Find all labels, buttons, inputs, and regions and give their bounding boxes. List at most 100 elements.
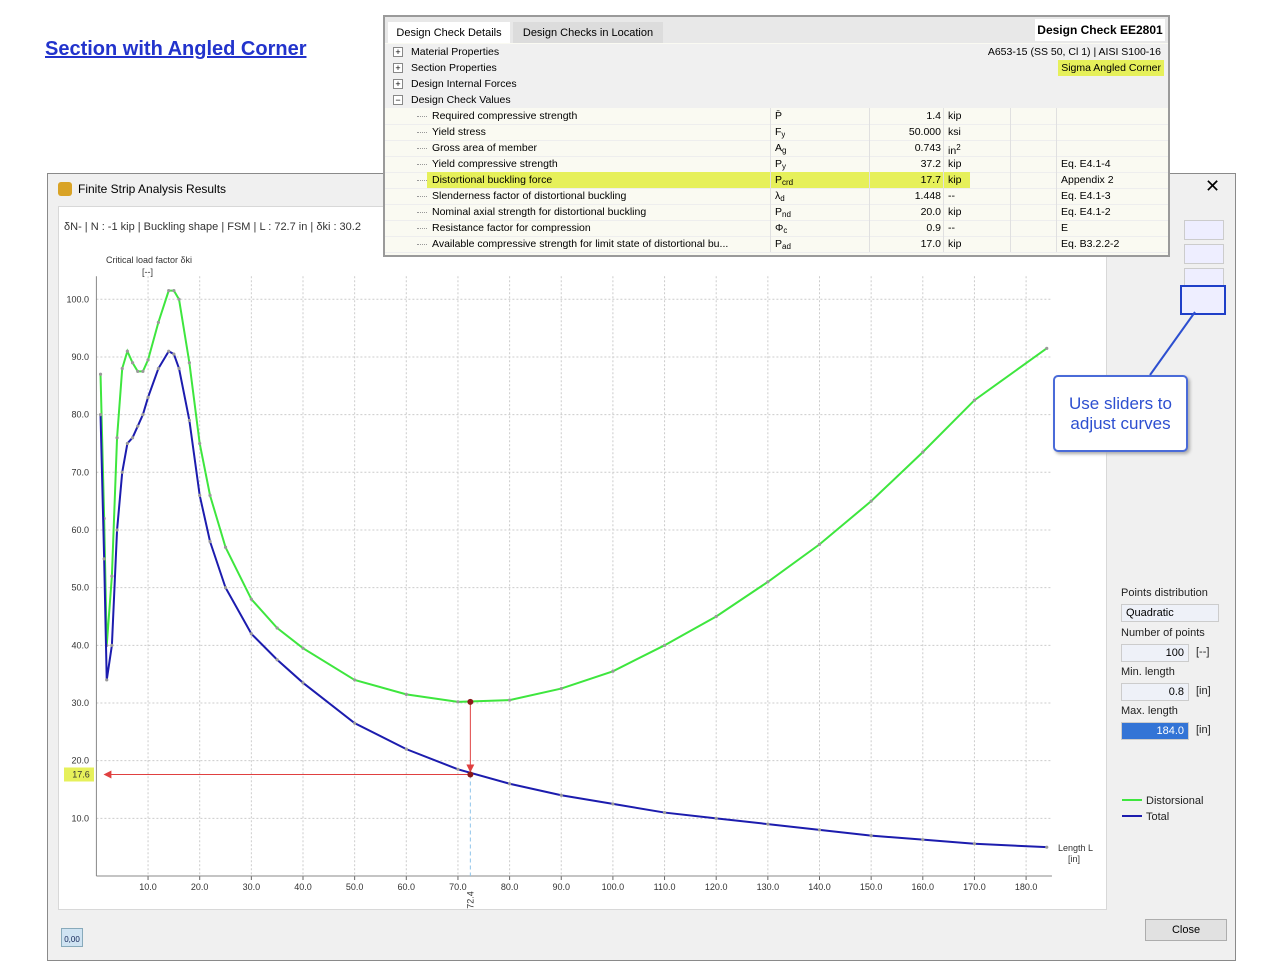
column-separator — [1010, 204, 1011, 220]
unit: in2 — [948, 140, 961, 159]
spin-input[interactable]: 0.8 — [1121, 683, 1189, 701]
spin-input[interactable]: 100 — [1121, 644, 1189, 662]
data-point — [177, 297, 181, 301]
symbol: Pcrd — [775, 172, 793, 191]
legend-label: Distorsional — [1146, 795, 1203, 807]
column-separator — [943, 156, 944, 172]
slider-tool-button[interactable] — [1180, 285, 1226, 315]
unit-base: ksi — [948, 126, 961, 138]
column-separator — [1056, 236, 1057, 252]
data-point — [249, 632, 253, 636]
column-separator — [1010, 124, 1011, 140]
data-point — [869, 499, 873, 503]
x-tick-label: 90.0 — [552, 882, 570, 892]
x-tick-label: 50.0 — [346, 882, 364, 892]
row-name: Available compressive strength for limit… — [432, 238, 729, 250]
x-tick-label: 60.0 — [398, 882, 416, 892]
column-separator — [869, 156, 870, 172]
data-point — [714, 614, 718, 619]
data-point — [110, 574, 114, 578]
value: 37.2 — [920, 158, 941, 170]
data-point — [714, 816, 718, 820]
data-point — [156, 320, 160, 324]
tree-line — [417, 180, 427, 181]
column-separator — [770, 236, 771, 252]
dialog-title: Finite Strip Analysis Results — [78, 182, 227, 196]
data-point — [559, 686, 563, 691]
tool-button[interactable] — [1184, 244, 1224, 264]
tab[interactable]: Design Checks in Location — [513, 22, 663, 43]
chart-panel — [58, 206, 1107, 910]
symbol: Fy — [775, 124, 785, 143]
unit: -- — [948, 188, 955, 204]
symbol-base: F — [775, 126, 782, 138]
x-tick-label: 110.0 — [654, 882, 676, 892]
column-separator — [1010, 172, 1011, 188]
data-point — [146, 358, 150, 362]
data-point — [404, 747, 408, 751]
column-separator — [869, 220, 870, 236]
setting-label: Min. length — [1121, 666, 1175, 678]
column-separator — [869, 140, 870, 156]
group-label: Section Properties — [411, 62, 497, 74]
dropdown[interactable]: Quadratic — [1121, 604, 1219, 622]
x-tick-label: 20.0 — [191, 882, 209, 892]
data-point — [98, 372, 103, 376]
symbol-base: P̄ — [775, 110, 783, 122]
setting-label: Points distribution — [1121, 587, 1208, 599]
x-tick-label: 140.0 — [808, 882, 831, 892]
row-name: Distortional buckling force — [432, 174, 553, 186]
expander: + — [393, 47, 403, 57]
tab[interactable]: Design Check Details — [388, 22, 510, 43]
data-point — [611, 802, 615, 806]
data-point — [98, 413, 103, 417]
data-point — [156, 366, 160, 371]
tree-line — [417, 228, 427, 229]
data-point — [404, 692, 408, 696]
unit: ksi — [948, 124, 961, 140]
check-row: Resistance factor for compression Φc 0.9 --… — [385, 220, 1168, 237]
tool-button[interactable] — [1184, 220, 1224, 240]
data-point — [508, 782, 512, 786]
column-separator — [1056, 172, 1057, 188]
data-point — [353, 721, 357, 725]
unit-base: kip — [948, 174, 962, 186]
symbol-sub: y — [781, 130, 786, 139]
column-separator — [770, 124, 771, 140]
column-separator — [770, 220, 771, 236]
data-point — [115, 436, 119, 440]
column-separator — [1056, 204, 1057, 220]
row-name: Yield stress — [432, 126, 486, 138]
data-point — [353, 678, 357, 682]
column-separator — [770, 188, 771, 204]
unit-base: in — [948, 145, 957, 157]
close-button[interactable]: Close — [1145, 919, 1227, 941]
y-tick-label: 30.0 — [71, 698, 89, 708]
symbol: λd — [775, 188, 785, 207]
x-tick-label: 170.0 — [963, 882, 986, 892]
column-separator — [770, 204, 771, 220]
y-axis-label: Critical load factor δki — [106, 255, 192, 265]
data-point — [125, 441, 129, 446]
spin-input[interactable]: 184.0 — [1121, 722, 1189, 740]
column-separator — [943, 204, 944, 220]
design-check-panel: Design Check Details Design Checks in Lo… — [383, 15, 1170, 257]
data-point — [208, 493, 212, 497]
marker-x-label: 72.4 — [465, 891, 475, 909]
symbol: Pad — [775, 236, 791, 255]
group-label: Design Internal Forces — [411, 78, 517, 90]
data-point — [136, 424, 140, 428]
check-row: Distortional buckling force Pcrd 17.7 kip Ap… — [385, 172, 1168, 189]
dialog-icon — [58, 182, 72, 196]
symbol-base: λ — [775, 190, 781, 202]
info-line: δN- | N : -1 kip | Buckling shape | FSM … — [64, 221, 361, 233]
check-row: Yield stress Fy 50.000 ksi — [385, 124, 1168, 141]
close-x[interactable]: ✕ — [1205, 176, 1221, 196]
x-tick-label: 80.0 — [501, 882, 519, 892]
check-row: Slenderness factor of distortional buckl… — [385, 188, 1168, 205]
unit: -- — [948, 220, 955, 236]
page-title[interactable]: Section with Angled Corner — [45, 38, 307, 60]
data-point — [456, 767, 460, 771]
status-icon[interactable]: 0,00 — [61, 928, 83, 947]
group-row: + Section Properties Sigma Angled Corner — [385, 60, 1168, 76]
